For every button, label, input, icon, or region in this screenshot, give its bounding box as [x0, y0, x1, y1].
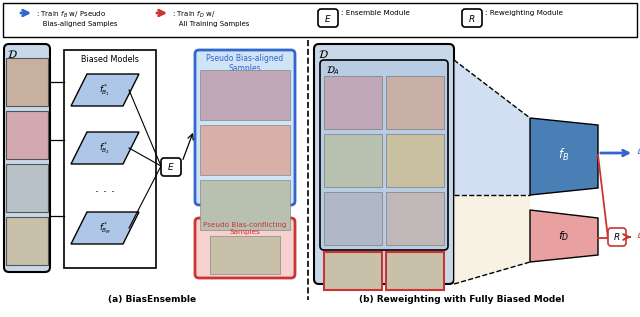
FancyBboxPatch shape: [318, 9, 338, 27]
FancyBboxPatch shape: [386, 134, 444, 187]
Text: $\mathcal{D}$: $\mathcal{D}$: [7, 48, 18, 60]
Polygon shape: [530, 118, 598, 195]
Polygon shape: [71, 132, 139, 164]
FancyBboxPatch shape: [6, 111, 48, 159]
FancyBboxPatch shape: [64, 50, 156, 268]
FancyBboxPatch shape: [200, 70, 290, 120]
Text: $R$: $R$: [613, 231, 621, 243]
FancyBboxPatch shape: [324, 252, 382, 290]
Text: Biased Models: Biased Models: [81, 55, 139, 64]
Text: · · ·: · · ·: [95, 185, 115, 198]
Text: (a) BiasEnsemble: (a) BiasEnsemble: [108, 295, 196, 304]
FancyBboxPatch shape: [161, 158, 181, 176]
FancyBboxPatch shape: [324, 134, 382, 187]
Text: $f_B$: $f_B$: [558, 147, 570, 163]
Text: $\mathcal{L}_{CE}$: $\mathcal{L}_{CE}$: [636, 230, 640, 242]
FancyBboxPatch shape: [3, 3, 637, 37]
FancyBboxPatch shape: [608, 228, 626, 246]
Text: : Reweighting Module: : Reweighting Module: [485, 10, 563, 16]
FancyBboxPatch shape: [386, 76, 444, 129]
Text: (b) Reweighting with Fully Biased Model: (b) Reweighting with Fully Biased Model: [359, 295, 564, 304]
FancyBboxPatch shape: [200, 180, 290, 230]
Text: : Train $f_D$ w/
   All Training Samples: : Train $f_D$ w/ All Training Samples: [172, 10, 250, 27]
Text: $f^*_{B_2}$: $f^*_{B_2}$: [99, 140, 111, 156]
FancyBboxPatch shape: [324, 76, 382, 129]
Text: $E$: $E$: [324, 12, 332, 23]
FancyBboxPatch shape: [4, 44, 50, 272]
Text: $R$: $R$: [468, 12, 476, 23]
FancyBboxPatch shape: [6, 58, 48, 106]
FancyBboxPatch shape: [195, 218, 295, 278]
FancyBboxPatch shape: [314, 44, 454, 284]
FancyBboxPatch shape: [324, 192, 382, 245]
Text: $\mathcal{D}_A$: $\mathcal{D}_A$: [326, 64, 340, 77]
Text: : Ensemble Module: : Ensemble Module: [341, 10, 410, 16]
FancyBboxPatch shape: [386, 252, 444, 290]
Text: Pseudo Bias-conflicting
Samples: Pseudo Bias-conflicting Samples: [204, 222, 287, 235]
Text: $\mathcal{L}_{CE}$: $\mathcal{L}_{CE}$: [636, 146, 640, 158]
Polygon shape: [454, 195, 530, 284]
FancyBboxPatch shape: [195, 50, 295, 205]
FancyBboxPatch shape: [6, 217, 48, 265]
Text: : Train $f_B$ w/ Pseudo
   Bias-aligned Samples: : Train $f_B$ w/ Pseudo Bias-aligned Sam…: [36, 10, 118, 27]
Text: $\mathcal{D}$: $\mathcal{D}$: [318, 48, 329, 60]
Polygon shape: [71, 212, 139, 244]
Polygon shape: [530, 210, 598, 262]
Text: $f_D$: $f_D$: [558, 229, 570, 243]
FancyBboxPatch shape: [210, 236, 280, 274]
Text: $f^*_{B_1}$: $f^*_{B_1}$: [99, 82, 111, 98]
FancyBboxPatch shape: [200, 125, 290, 175]
FancyBboxPatch shape: [462, 9, 482, 27]
Text: $E$: $E$: [167, 161, 175, 172]
FancyBboxPatch shape: [6, 164, 48, 212]
FancyBboxPatch shape: [386, 192, 444, 245]
Polygon shape: [71, 74, 139, 106]
Text: $f^*_{B_M}$: $f^*_{B_M}$: [99, 220, 111, 236]
FancyBboxPatch shape: [320, 60, 448, 250]
Polygon shape: [454, 60, 530, 195]
Text: Pseudo Bias-aligned
Samples: Pseudo Bias-aligned Samples: [206, 54, 284, 74]
